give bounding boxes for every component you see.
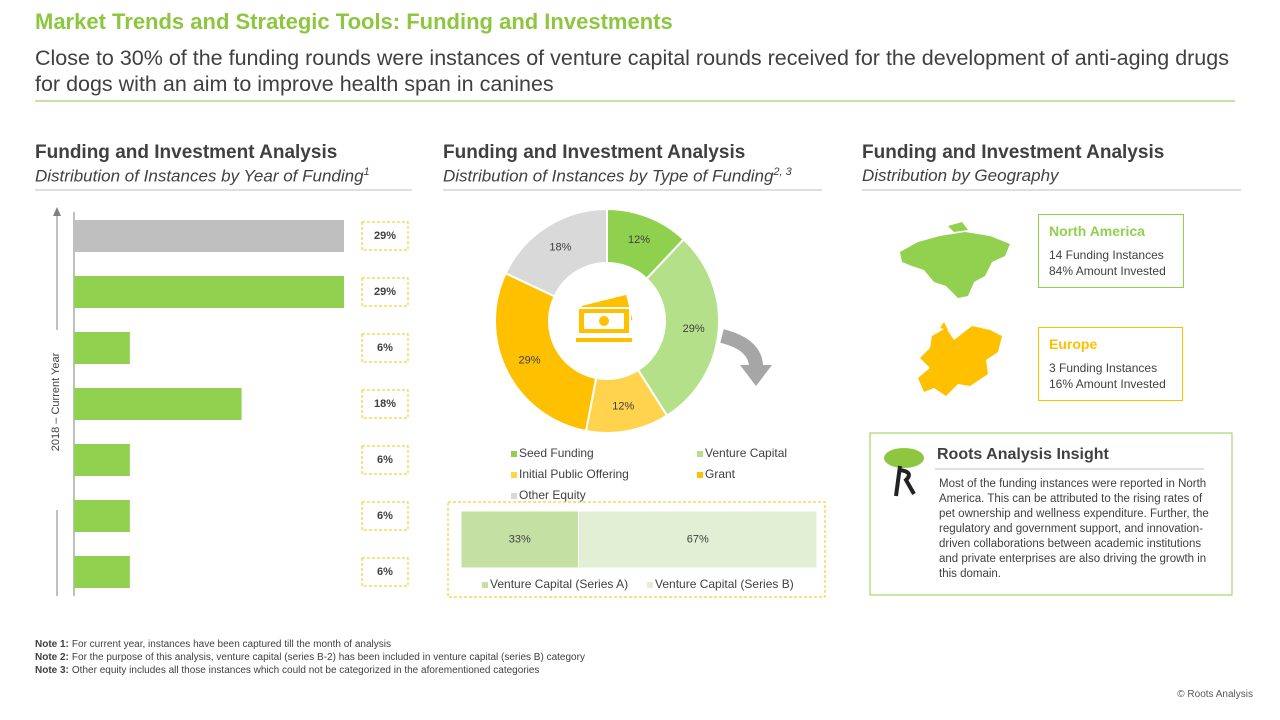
notes: Note 1: For current year, instances have … [35, 638, 585, 677]
legend-label: Other Equity [519, 488, 586, 502]
label-box [361, 445, 409, 475]
label-box [361, 277, 409, 307]
value-label: 6% [377, 510, 393, 522]
footer: © Roots Analysis [1177, 689, 1253, 700]
region-name: Europe [1049, 336, 1098, 352]
legend-swatch [697, 451, 703, 457]
subtitle-text: Distribution of Instances by Type of Fun… [443, 166, 774, 186]
value-label: 18% [549, 241, 571, 253]
note: Note 2: For the purpose of this analysis,… [35, 651, 585, 664]
axis-label: 2018 – Current Year [50, 352, 62, 451]
region-name: North America [1049, 223, 1145, 239]
value-label: 12% [628, 234, 650, 246]
section-title: Funding and Investment Analysis [443, 142, 746, 163]
region-amount: 16% Amount Invested [1049, 377, 1166, 391]
legend-label: Grant [705, 467, 736, 481]
logo [884, 448, 924, 497]
legend-label: Initial Public Offering [519, 467, 629, 481]
value-label: 18% [374, 398, 396, 410]
value-label: 12% [612, 400, 634, 412]
money-icon [576, 294, 633, 342]
frame [447, 501, 826, 598]
label-box [361, 389, 409, 419]
legend-swatch [511, 472, 517, 478]
label-box [361, 557, 409, 587]
value-label: 29% [374, 286, 396, 298]
legend-label: Venture Capital (Series A) [490, 577, 628, 591]
donut-slice [504, 207, 608, 298]
legend-swatch [511, 451, 517, 457]
insight-title: Roots Analysis Insight [937, 446, 1109, 463]
legend-swatch [647, 582, 653, 588]
note: Note 3: Other equity includes all those i… [35, 664, 585, 677]
bar [74, 556, 130, 588]
legend-swatch [511, 493, 517, 499]
region-instances: 14 Funding Instances [1049, 248, 1164, 262]
value-label: 29% [374, 230, 396, 242]
label-box [361, 333, 409, 363]
section-subtitle: Distribution of Instances by Year of Fun… [35, 166, 370, 187]
value-label: 6% [377, 454, 393, 466]
north-america-map [900, 222, 1010, 298]
legend-swatch [482, 582, 488, 588]
note-text: For the purpose of this analysis, ventur… [71, 652, 585, 663]
value-label: 29% [683, 323, 705, 335]
slide-title: Market Trends and Strategic Tools: Fundi… [35, 9, 673, 34]
label-box [361, 501, 409, 531]
bar [74, 332, 130, 364]
section-subtitle: Distribution of Instances by Type of Fun… [443, 166, 792, 187]
section-title: Funding and Investment Analysis [862, 142, 1165, 163]
section-title: Funding and Investment Analysis [35, 142, 338, 163]
note-text: Other equity includes all those instance… [71, 665, 540, 676]
region-instances: 3 Funding Instances [1049, 361, 1158, 375]
subtitle-note: 2, 3 [773, 166, 792, 178]
value-label: 29% [518, 354, 540, 366]
bar-segment [460, 510, 579, 569]
legend-label: Seed Funding [519, 446, 594, 460]
bar [74, 276, 344, 308]
value-label: 67% [687, 533, 709, 545]
note-label: Note 1: [35, 639, 69, 650]
region-amount: 84% Amount Invested [1049, 264, 1166, 278]
note-text: For current year, instances have been ca… [71, 639, 391, 650]
note-label: Note 2: [35, 652, 69, 663]
section-subtitle: Distribution by Geography [862, 166, 1059, 185]
europe-map [918, 322, 1002, 396]
note-label: Note 3: [35, 665, 69, 676]
bar [74, 388, 242, 420]
donut-slice [636, 237, 720, 417]
bar [74, 444, 130, 476]
insight-text: Most of the funding instances were repor… [939, 478, 1209, 580]
axis-arrow [53, 207, 61, 216]
slide-subtitle: Close to 30% of the funding rounds were … [35, 46, 1229, 96]
subtitle-note: 1 [363, 166, 370, 178]
label-box [361, 221, 409, 251]
donut-slice [494, 271, 598, 433]
insight-box [869, 432, 1233, 596]
bar [74, 500, 130, 532]
bar-segment [577, 510, 818, 569]
value-label: 6% [377, 566, 393, 578]
subtitle-text: Distribution of Instances by Year of Fun… [35, 166, 364, 186]
legend-label: Venture Capital [705, 446, 787, 460]
region-box: Europe 3 Funding Instances 16% Amount In… [1038, 327, 1183, 401]
region-box: North America 14 Funding Instances 84% A… [1038, 214, 1184, 288]
arrow-head [740, 365, 772, 386]
value-label: 6% [377, 342, 393, 354]
bar [74, 220, 344, 252]
value-label: 33% [509, 533, 531, 545]
legend-label: Venture Capital (Series B) [655, 577, 794, 591]
arrow [720, 329, 764, 371]
legend-swatch [697, 472, 703, 478]
note: Note 1: For current year, instances have … [35, 638, 585, 651]
